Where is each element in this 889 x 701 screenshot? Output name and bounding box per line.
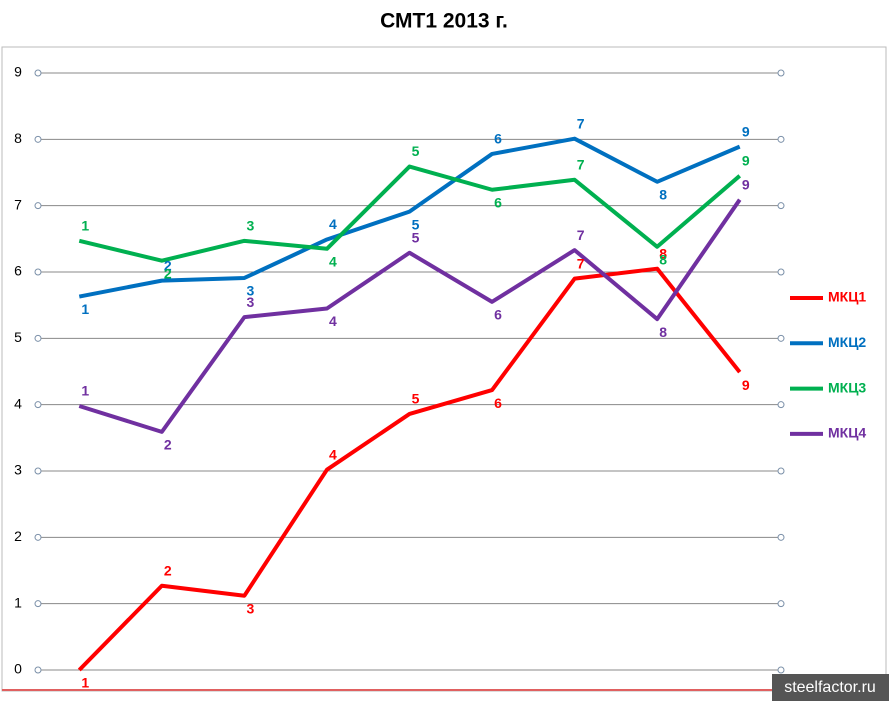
data-label: 2 [164,562,172,578]
series-line [78,136,741,299]
y-tick-label: 7 [14,196,22,212]
grid-handle [777,268,785,276]
grid-handle [777,135,785,143]
data-label: 4 [329,313,337,329]
y-tick-label: 8 [14,130,22,146]
grid-handle [777,666,785,674]
y-tick-label: 2 [14,528,22,544]
series-line [78,198,742,434]
legend-label: МКЦ4 [828,425,866,441]
grid-handle [34,69,42,77]
data-label: 9 [742,123,750,139]
legend-label: МКЦ1 [828,289,866,305]
data-label: 9 [742,377,750,393]
grid-handle [34,533,42,541]
grid-handle [777,467,785,475]
grid-handle [777,401,785,409]
grid-handle [34,268,42,276]
y-tick-label: 1 [14,594,22,610]
data-label: 7 [577,255,585,271]
data-label: 1 [81,218,89,234]
labels: 1 2 3 4 5 6 7 8 9 1 2 3 4 5 6 7 8 9 1 2 3 4 5 6 7 8 9 1 2 3 4 5 6 7 8 9 [81,115,749,690]
data-label: 4 [329,253,337,269]
data-label: 6 [494,194,502,210]
data-label: 3 [246,283,254,299]
data-label: 2 [164,437,172,453]
data-label: 5 [412,391,420,407]
grid-handle [777,533,785,541]
legend: МКЦ1 МКЦ2 МКЦ3 МКЦ4 [790,289,866,441]
data-label: 1 [81,383,89,399]
data-label: 6 [494,395,502,411]
y-tick-label: 3 [14,462,22,478]
y-tick-label: 4 [14,395,22,411]
grid-handle [34,467,42,475]
data-label: 3 [246,218,254,234]
data-label: 3 [246,600,254,616]
series-line [77,266,742,672]
y-tick-label: 0 [14,661,22,677]
grid-handle [777,600,785,608]
data-label: 2 [164,257,172,273]
data-label: 9 [742,153,750,169]
data-label: 4 [329,216,337,232]
grid-handle [777,334,785,342]
data-label: 1 [81,675,89,691]
grid: 0 1 2 3 4 5 6 7 8 9 [14,64,785,677]
data-label: 5 [412,216,420,232]
y-tick-label: 5 [14,329,22,345]
data-label: 8 [659,245,667,261]
grid-handle [34,334,42,342]
grid-handle [34,202,42,210]
grid-handle [34,600,42,608]
data-label: 6 [494,307,502,323]
data-label: 1 [81,301,89,317]
data-label: 5 [412,229,420,245]
data-label: 3 [246,294,254,310]
y-tick-label: 9 [14,64,22,80]
data-label: 7 [577,115,585,131]
data-label: 5 [412,143,420,159]
watermark: steelfactor.ru [784,679,876,696]
data-label: 6 [494,131,502,147]
data-label: 4 [329,446,337,462]
y-tick-label: 6 [14,263,22,279]
data-label: 9 [742,176,750,192]
data-label: 7 [577,227,585,243]
legend-label: МКЦ2 [828,334,866,350]
grid-handle [777,69,785,77]
data-label: 8 [659,251,667,267]
grid-handle [34,401,42,409]
series-line [78,164,742,263]
lines [77,136,742,672]
grid-handle [777,202,785,210]
legend-label: МКЦ3 [828,379,866,395]
data-label: 8 [659,324,667,340]
grid-handle [34,666,42,674]
data-label: 8 [659,186,667,202]
plot-frame [1,46,887,692]
chart-title: СМТ1 2013 г. [380,10,508,33]
grid-handle [34,135,42,143]
data-label: 7 [577,156,585,172]
watermark-box [772,674,889,701]
data-label: 2 [164,265,172,281]
